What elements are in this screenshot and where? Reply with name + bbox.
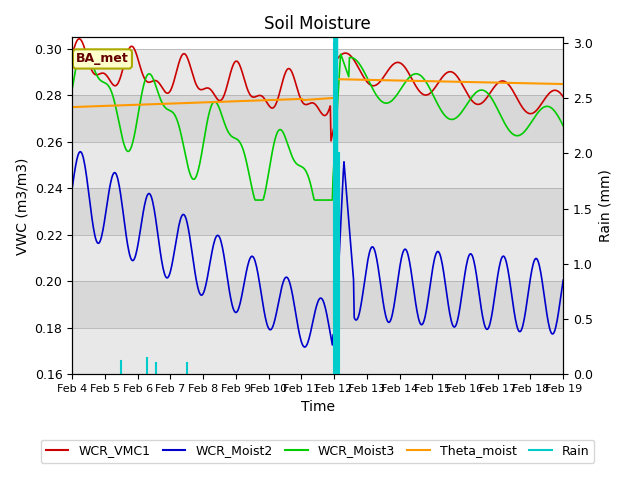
Bar [72,49,563,96]
X-axis label: Time: Time [301,400,335,414]
Bar [72,96,563,142]
Title: Soil Moisture: Soil Moisture [264,15,371,33]
Text: BA_met: BA_met [76,52,129,65]
Bar [72,328,563,374]
Bar [72,142,563,189]
Bar [72,281,563,328]
Bar [72,189,563,235]
Y-axis label: VWC (m3/m3): VWC (m3/m3) [15,157,29,254]
Legend: WCR_VMC1, WCR_Moist2, WCR_Moist3, Theta_moist, Rain: WCR_VMC1, WCR_Moist2, WCR_Moist3, Theta_… [41,440,595,463]
Y-axis label: Rain (mm): Rain (mm) [598,169,612,242]
Bar [72,235,563,281]
